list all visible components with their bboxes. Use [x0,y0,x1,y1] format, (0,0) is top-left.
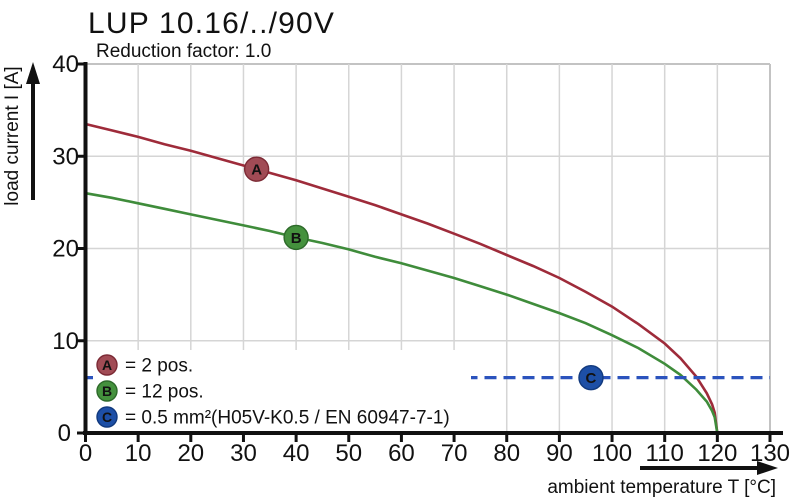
x-tick-label-100: 100 [592,440,632,467]
chart-title: LUP 10.16/../90V [88,7,335,40]
x-tick-label-130: 130 [750,440,790,467]
point-marker-letter-C: C [586,370,597,387]
legend-label-B: = 12 pos. [125,382,204,403]
x-tick-label-10: 10 [125,440,152,467]
y-tick-label-10: 10 [52,328,79,355]
x-tick-label-120: 120 [697,440,737,467]
y-tick-label-0: 0 [58,420,71,447]
legend-marker-C [96,406,118,428]
legend-label-C: = 0.5 mm²(H05V-K0.5 / EN 60947-7-1) [125,408,450,429]
x-tick-label-30: 30 [230,440,257,467]
y-tick-label-30: 30 [52,143,79,170]
x-axis-title: ambient temperature T [°C] [547,477,776,498]
point-marker-C [578,364,604,391]
y-tick-label-40: 40 [52,51,79,78]
x-tick-label-70: 70 [441,440,468,467]
x-tick-label-60: 60 [388,440,415,467]
x-tick-label-110: 110 [646,440,684,467]
legend-marker-letter-B: B [102,383,112,399]
curve-A [85,122,719,434]
y-tick-label-20: 20 [52,236,79,263]
x-tick-label-40: 40 [283,440,310,467]
y-axis-title: load current I [A] [2,66,23,205]
legend-marker-letter-A: A [102,357,112,373]
legend-marker-letter-C: C [102,409,112,425]
x-tick-label-0: 0 [79,440,92,467]
x-tick-label-50: 50 [335,440,362,467]
point-marker-A [243,156,270,182]
chart-subtitle: Reduction factor: 1.0 [96,41,271,62]
point-marker-B [283,224,309,251]
y-axis-arrow [26,62,40,200]
x-tick-label-20: 20 [177,440,204,467]
point-marker-letter-B: B [291,230,302,247]
x-tick-label-90: 90 [546,440,573,467]
curve-B [85,191,719,434]
x-tick-label-80: 80 [493,440,520,467]
point-marker-letter-A: A [251,162,262,179]
x-axis-arrow [640,461,778,475]
legend-marker-B [96,380,118,402]
legend-box [93,350,471,431]
legend-label-A: = 2 pos. [125,356,193,377]
legend-marker-A [96,354,118,376]
